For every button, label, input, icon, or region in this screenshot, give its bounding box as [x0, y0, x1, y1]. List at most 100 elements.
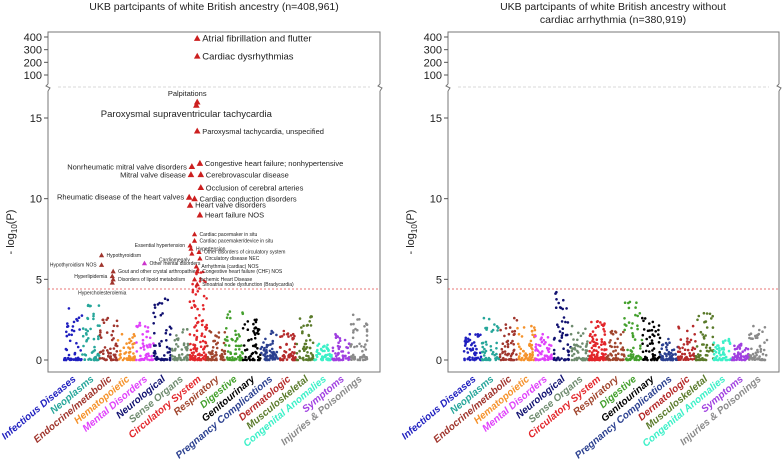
data-point — [600, 343, 603, 347]
data-point — [293, 334, 296, 338]
data-point — [128, 350, 132, 354]
data-point — [681, 352, 684, 356]
data-point — [470, 343, 473, 347]
data-point — [701, 333, 704, 336]
data-point — [361, 349, 364, 353]
hit-label: Cardiac conduction disorders — [200, 195, 297, 204]
data-point — [114, 342, 118, 346]
data-point — [502, 356, 505, 360]
data-point — [271, 356, 275, 360]
data-point — [234, 339, 237, 343]
data-point — [682, 358, 685, 362]
data-point — [285, 342, 288, 346]
data-point — [579, 345, 582, 349]
data-point — [198, 280, 202, 283]
data-point — [531, 353, 534, 356]
data-point — [524, 355, 528, 359]
data-point — [122, 346, 126, 350]
data-point — [753, 355, 756, 358]
data-point — [751, 352, 755, 356]
data-point — [241, 312, 245, 316]
data-point — [263, 346, 266, 350]
data-point — [206, 355, 209, 359]
data-point — [244, 355, 247, 359]
data-point — [466, 357, 470, 360]
data-point — [619, 341, 622, 345]
data-point — [103, 346, 107, 349]
data-point — [495, 341, 499, 345]
data-point — [228, 356, 232, 360]
data-point — [72, 320, 76, 324]
data-point — [254, 326, 257, 329]
y-tick-label: 400 — [424, 32, 442, 44]
data-point — [761, 330, 764, 334]
data-point — [262, 349, 266, 352]
data-point — [721, 353, 725, 356]
data-point — [337, 347, 341, 351]
data-point — [338, 339, 342, 343]
data-point — [64, 347, 68, 351]
data-point — [602, 358, 605, 362]
data-point — [479, 333, 482, 337]
data-point — [592, 340, 595, 344]
data-point — [205, 326, 209, 330]
data-point — [640, 338, 644, 342]
data-point — [331, 346, 335, 350]
data-point — [188, 300, 192, 304]
data-point — [695, 355, 698, 359]
data-point — [682, 343, 686, 346]
data-point — [219, 357, 223, 361]
hit-label: Hypothyroidism — [107, 253, 141, 259]
data-point — [170, 347, 174, 351]
data-point — [664, 352, 667, 356]
data-point — [275, 333, 278, 337]
data-point — [188, 354, 192, 357]
data-point — [193, 333, 196, 337]
data-point — [320, 358, 324, 362]
data-point — [511, 358, 515, 362]
data-point — [84, 353, 88, 357]
data-point — [271, 342, 274, 345]
data-point — [520, 358, 523, 362]
axis-frame-bottom — [447, 91, 780, 373]
data-point — [215, 346, 219, 350]
data-point — [557, 325, 560, 329]
data-point — [531, 351, 534, 354]
data-point — [666, 343, 669, 347]
data-point — [504, 358, 507, 361]
data-point — [701, 343, 704, 346]
data-point — [269, 343, 272, 346]
data-point — [731, 356, 735, 359]
data-point — [741, 350, 744, 354]
data-point — [735, 355, 738, 358]
data-point — [562, 298, 565, 302]
data-point — [619, 333, 623, 336]
data-point — [522, 326, 526, 329]
data-point — [590, 355, 593, 359]
data-point — [205, 358, 209, 362]
data-point — [600, 352, 604, 355]
data-point — [572, 352, 576, 356]
data-point — [609, 358, 612, 362]
data-point — [70, 333, 73, 337]
data-point — [155, 355, 159, 359]
data-point — [622, 330, 625, 334]
data-point — [694, 340, 697, 343]
data-point — [81, 353, 84, 356]
data-point — [541, 350, 544, 353]
data-point — [257, 355, 260, 359]
data-point — [571, 347, 574, 351]
data-point — [688, 354, 692, 358]
data-point — [92, 337, 96, 341]
data-point — [504, 323, 508, 326]
data-point — [231, 358, 235, 362]
data-point — [279, 358, 282, 362]
data-point — [534, 349, 537, 352]
data-point — [289, 334, 293, 337]
data-point — [576, 338, 579, 342]
hit-marker — [191, 231, 198, 237]
data-point — [558, 339, 561, 343]
data-point — [751, 357, 755, 360]
data-point — [503, 350, 507, 353]
data-point — [114, 353, 117, 357]
